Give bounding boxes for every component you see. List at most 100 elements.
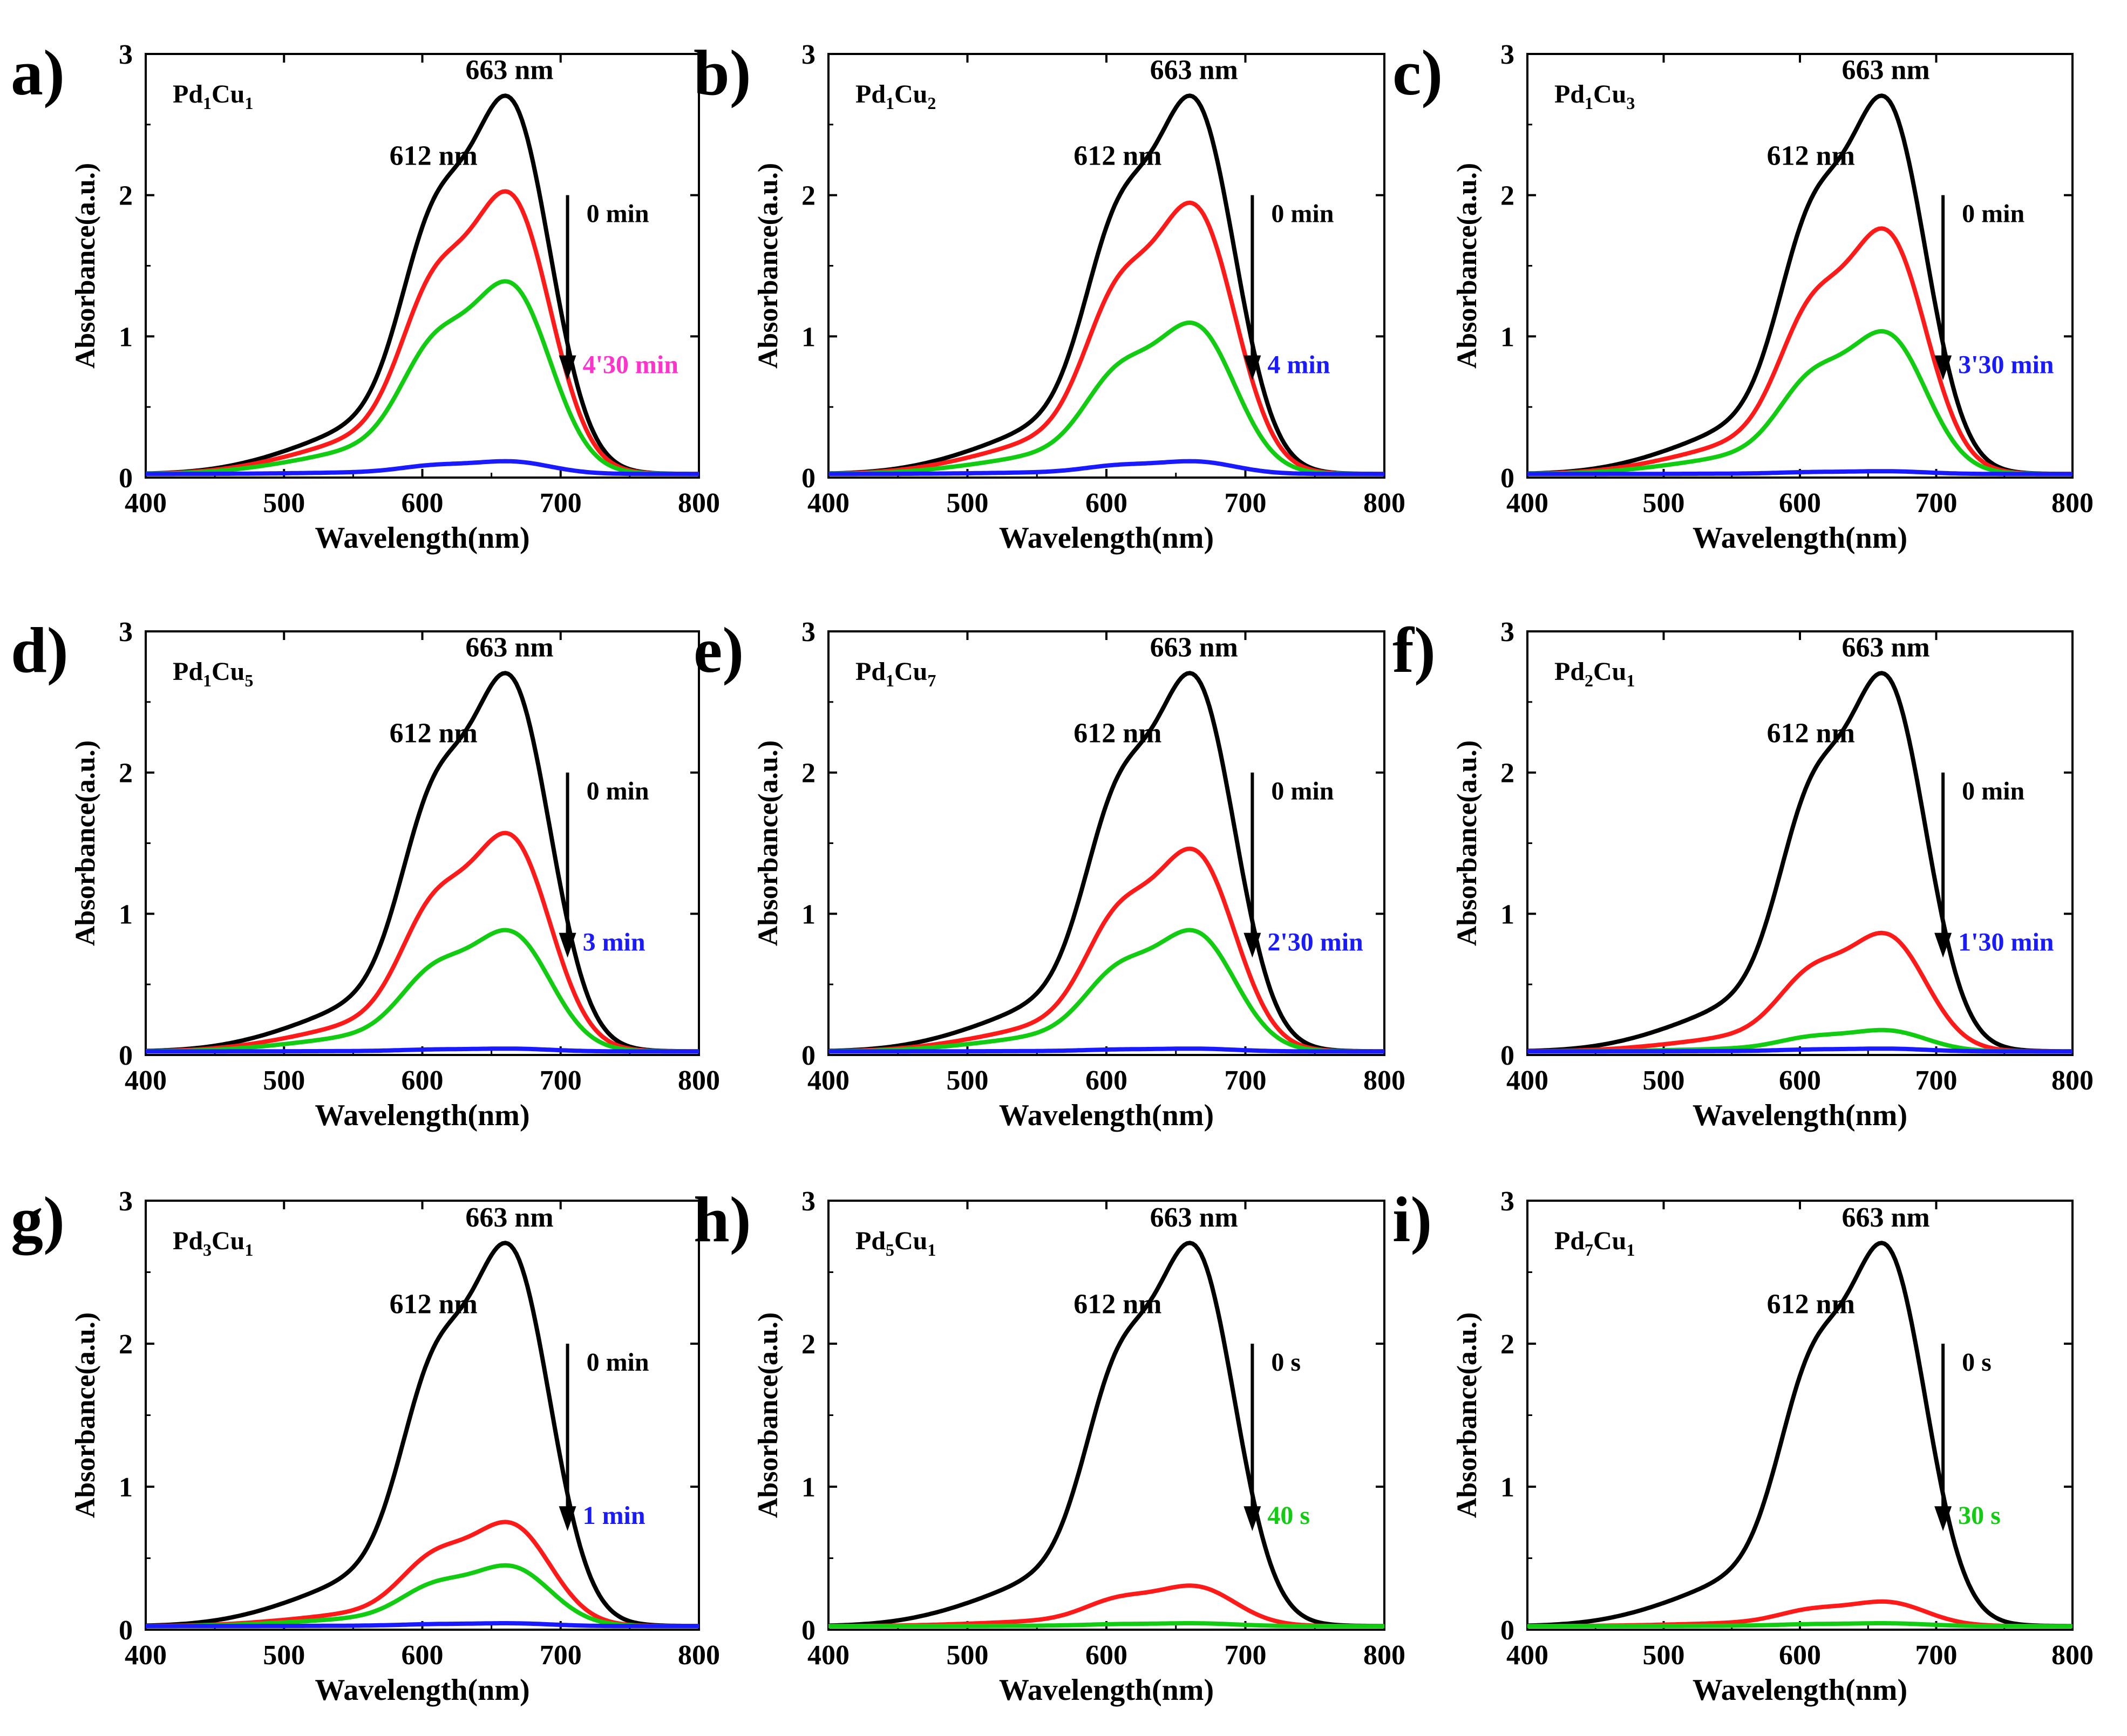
sample-subscript: 1 bbox=[1585, 93, 1593, 113]
peak-label-663: 663 nm bbox=[1150, 632, 1238, 663]
sample-subscript: 2 bbox=[1585, 671, 1593, 690]
y-tick-label: 0 bbox=[119, 463, 133, 494]
x-axis-label: Wavelength(nm) bbox=[1693, 1099, 1907, 1132]
sample-text: Cu bbox=[1593, 1227, 1626, 1255]
arrow-start-label: 0 min bbox=[1271, 200, 1334, 228]
sample-label: Pd1Cu3 bbox=[1554, 80, 1635, 113]
panel-letter: h) bbox=[694, 1183, 751, 1255]
y-tick-label: 2 bbox=[119, 758, 133, 789]
x-tick-label: 500 bbox=[1643, 1640, 1685, 1671]
sample-text: Pd bbox=[173, 80, 203, 108]
arrow-end-label: 4'30 min bbox=[583, 351, 678, 379]
x-tick-label: 800 bbox=[2051, 488, 2094, 519]
spectrum-line-2 bbox=[146, 928, 699, 1054]
x-tick-label: 700 bbox=[1915, 1065, 1958, 1096]
peak-label-663: 663 nm bbox=[465, 632, 553, 663]
panel-letter: b) bbox=[694, 37, 751, 108]
sample-subscript: 1 bbox=[1626, 671, 1635, 690]
arrow-start-label: 0 min bbox=[1962, 777, 2024, 806]
y-axis-label: Absorbance(a.u.) bbox=[70, 740, 101, 946]
spectrum-line-2 bbox=[828, 1621, 1384, 1629]
sample-subscript: 1 bbox=[927, 1240, 936, 1260]
sample-label: Pd1Cu2 bbox=[855, 80, 936, 113]
time-arrow-head bbox=[1934, 355, 1952, 380]
y-tick-label: 2 bbox=[119, 181, 133, 212]
sample-subscript: 1 bbox=[886, 671, 894, 690]
panel-f: 400 500 600 700 800 0 1 2 3 Wavelength(nm) Absorba… bbox=[1392, 614, 2094, 1132]
y-tick-label: 3 bbox=[1500, 1186, 1514, 1217]
panel-d: 400 500 600 700 800 0 1 2 3 Wavelength(nm) Absorba… bbox=[11, 614, 720, 1132]
spectrum-line-2 bbox=[1527, 329, 2072, 476]
sample-text: Pd bbox=[173, 1227, 203, 1255]
peak-label-612: 612 nm bbox=[1767, 1289, 1855, 1320]
spectrum-line-1 bbox=[145, 189, 699, 476]
y-tick-label: 0 bbox=[801, 1040, 816, 1071]
y-tick-label: 3 bbox=[1500, 39, 1514, 70]
sample-subscript: 1 bbox=[886, 93, 894, 113]
peak-label-663: 663 nm bbox=[1150, 1202, 1238, 1233]
x-axis-label: Wavelength(nm) bbox=[1693, 521, 1907, 555]
time-arrow-head bbox=[559, 932, 576, 958]
y-axis-label: Absorbance(a.u.) bbox=[753, 740, 784, 946]
arrow-end-label: 1'30 min bbox=[1958, 928, 2054, 957]
x-tick-label: 800 bbox=[1363, 488, 1405, 519]
sample-subscript: 3 bbox=[203, 1240, 212, 1260]
sample-subscript: 7 bbox=[927, 671, 936, 690]
y-tick-label: 3 bbox=[119, 617, 133, 648]
spectrum-line-3 bbox=[146, 1621, 699, 1629]
x-tick-label: 600 bbox=[1085, 488, 1127, 519]
sample-label: Pd1Cu1 bbox=[173, 80, 253, 113]
peak-label-612: 612 nm bbox=[1767, 141, 1855, 172]
arrow-end-label: 2'30 min bbox=[1267, 928, 1363, 957]
x-axis-label: Wavelength(nm) bbox=[999, 521, 1214, 555]
panel-e: 400 500 600 700 800 0 1 2 3 Wavelength(nm) Absorba… bbox=[694, 614, 1405, 1132]
y-tick-label: 3 bbox=[801, 1186, 816, 1217]
x-tick-label: 600 bbox=[1779, 1640, 1821, 1671]
y-tick-label: 1 bbox=[119, 899, 133, 930]
y-tick-label: 3 bbox=[119, 39, 133, 70]
arrow-end-label: 30 s bbox=[1958, 1501, 2001, 1530]
time-arrow-head bbox=[1243, 355, 1261, 380]
arrow-end-label: 40 s bbox=[1267, 1501, 1310, 1530]
y-tick-label: 3 bbox=[801, 39, 816, 70]
x-tick-label: 500 bbox=[947, 488, 989, 519]
panel-letter: f) bbox=[1392, 614, 1436, 686]
y-tick-label: 2 bbox=[1500, 758, 1514, 789]
x-tick-label: 700 bbox=[540, 1640, 582, 1671]
panel-h: 400 500 600 700 800 0 1 2 3 Wavelength(nm) Absorba… bbox=[694, 1183, 1405, 1707]
y-tick-label: 0 bbox=[801, 1615, 816, 1646]
y-axis-label: Absorbance(a.u.) bbox=[1452, 1312, 1483, 1518]
panel-letter: i) bbox=[1392, 1183, 1432, 1255]
sample-label: Pd2Cu1 bbox=[1554, 657, 1635, 690]
y-tick-label: 3 bbox=[1500, 617, 1514, 648]
y-axis-label: Absorbance(a.u.) bbox=[753, 1312, 784, 1518]
sample-text: Pd bbox=[173, 657, 203, 686]
panel-letter: g) bbox=[11, 1183, 65, 1256]
y-tick-label: 1 bbox=[801, 899, 816, 930]
x-axis-label: Wavelength(nm) bbox=[1693, 1673, 1907, 1707]
sample-text: Cu bbox=[1593, 657, 1626, 686]
panel-letter: a) bbox=[11, 37, 65, 108]
spectrum-line-0 bbox=[145, 671, 699, 1054]
panel-a: 400 500 600 700 800 0 1 2 3 Wavelength(nm) Absorba… bbox=[11, 37, 720, 555]
sample-subscript: 3 bbox=[1626, 93, 1635, 113]
time-arrow-head bbox=[1243, 1506, 1261, 1531]
plot-frame bbox=[145, 53, 700, 479]
x-tick-label: 600 bbox=[1779, 1065, 1821, 1096]
peak-label-663: 663 nm bbox=[1841, 55, 1929, 86]
x-tick-label: 500 bbox=[947, 1640, 989, 1671]
x-tick-label: 600 bbox=[1085, 1065, 1127, 1096]
sample-subscript: 7 bbox=[1585, 1240, 1593, 1260]
sample-label: Pd7Cu1 bbox=[1554, 1227, 1635, 1260]
x-tick-label: 800 bbox=[678, 1640, 720, 1671]
time-arrow-head bbox=[559, 355, 576, 380]
spectrum-line-0 bbox=[1527, 1241, 2072, 1629]
y-tick-label: 2 bbox=[801, 758, 816, 789]
x-tick-label: 800 bbox=[678, 488, 720, 519]
sample-text: Cu bbox=[1593, 80, 1626, 108]
x-tick-label: 500 bbox=[947, 1065, 989, 1096]
sample-text: Cu bbox=[212, 657, 244, 686]
peak-label-612: 612 nm bbox=[1073, 1289, 1161, 1320]
y-tick-label: 2 bbox=[801, 181, 816, 212]
